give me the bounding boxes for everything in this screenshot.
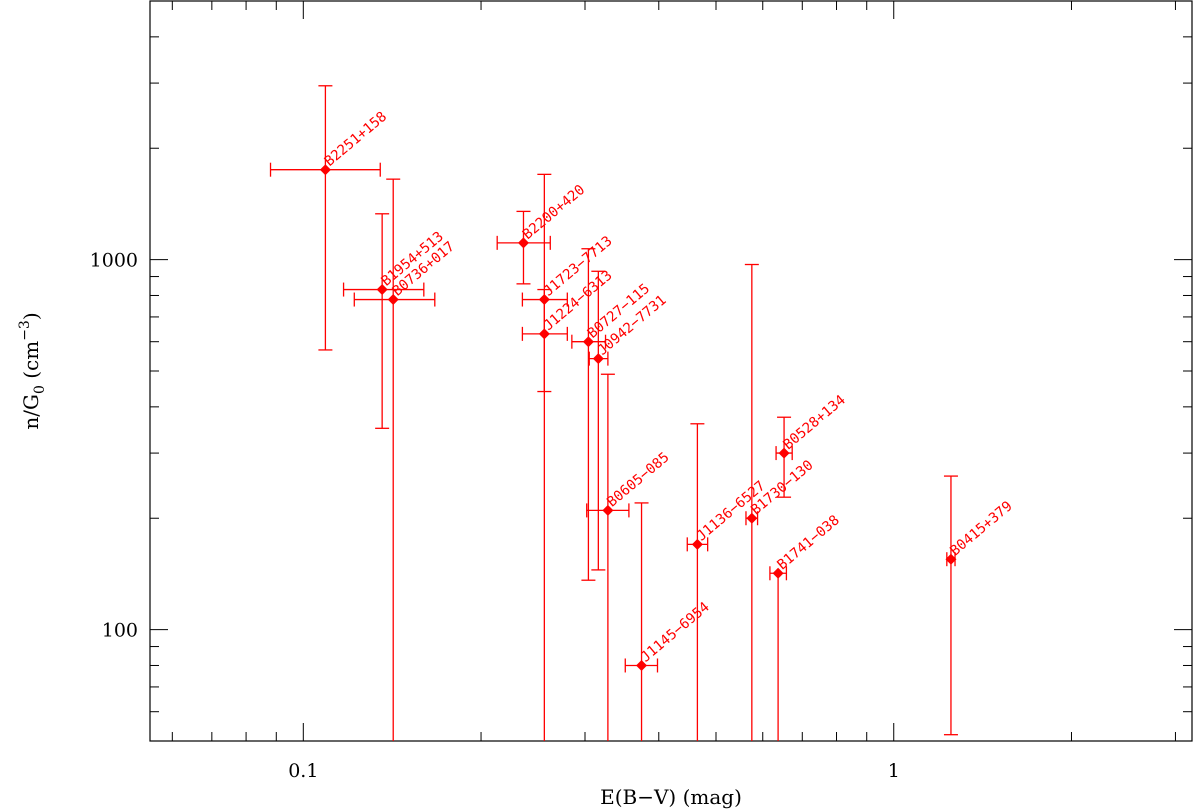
diamond-marker bbox=[376, 284, 388, 296]
data-point: B2251+158 bbox=[269, 85, 390, 351]
data-point: B1954+513 bbox=[342, 213, 447, 429]
point-label: B0415+379 bbox=[947, 498, 1015, 559]
axis-tick-labels: 0.1 1 100 1000 bbox=[90, 250, 900, 782]
point-label: B2251+158 bbox=[322, 109, 390, 170]
x-tick-label: 1 bbox=[888, 760, 900, 782]
diamond-marker bbox=[602, 504, 614, 516]
point-label: J1145−6954 bbox=[638, 599, 713, 665]
data-point: J1136−6527 bbox=[686, 423, 769, 741]
y-tick-label: 1000 bbox=[90, 250, 138, 272]
point-label: B2200+420 bbox=[520, 182, 588, 243]
data-point: B1741−038 bbox=[769, 512, 843, 741]
diamond-marker bbox=[746, 512, 758, 524]
x-tick-label: 0.1 bbox=[288, 760, 318, 782]
data-series: B2251+158B1954+513B0736+017B2200+420J172… bbox=[269, 85, 1016, 741]
diamond-marker bbox=[772, 567, 784, 579]
diamond-marker bbox=[592, 353, 604, 365]
data-point: J1723−7713 bbox=[521, 173, 615, 741]
y-axis-label: n/G0 (cm−3) bbox=[17, 312, 48, 429]
data-point: B0415+379 bbox=[943, 475, 1016, 736]
point-label: B1741−038 bbox=[774, 512, 842, 573]
diamond-marker bbox=[517, 237, 529, 249]
y-tick-label: 100 bbox=[102, 620, 138, 642]
diamond-marker bbox=[778, 447, 790, 459]
diamond-marker bbox=[636, 659, 648, 671]
axis-ticks bbox=[150, 1, 1192, 741]
data-point: B1730−130 bbox=[744, 263, 817, 741]
point-label: B0605−085 bbox=[604, 449, 672, 510]
diamond-marker bbox=[319, 164, 331, 176]
x-axis-label: E(B−V) (mag) bbox=[600, 785, 742, 809]
diamond-marker bbox=[691, 538, 703, 550]
diamond-marker bbox=[538, 328, 550, 340]
diamond-marker bbox=[387, 294, 399, 306]
diamond-marker bbox=[582, 336, 594, 348]
diamond-marker bbox=[945, 553, 957, 565]
data-point: B0605−085 bbox=[586, 373, 673, 741]
point-label: B0528+134 bbox=[780, 392, 848, 453]
